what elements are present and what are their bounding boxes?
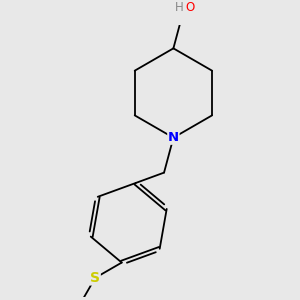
Text: N: N	[168, 131, 179, 144]
Text: H: H	[175, 1, 184, 14]
Text: O: O	[185, 1, 194, 14]
Text: S: S	[90, 271, 100, 285]
